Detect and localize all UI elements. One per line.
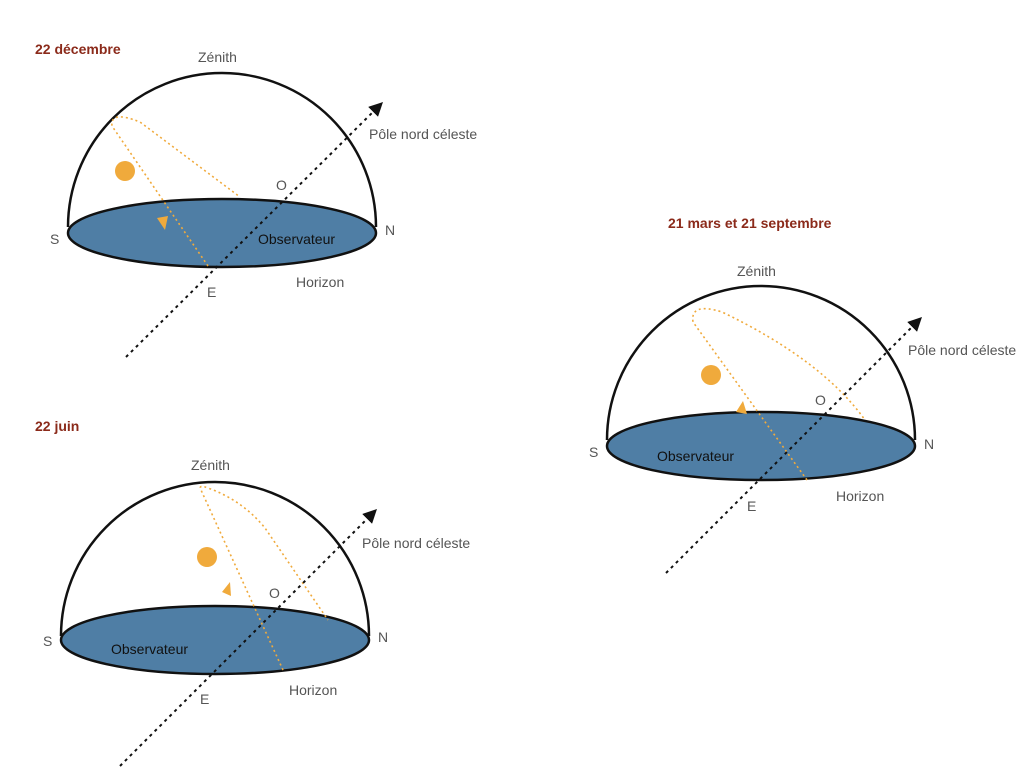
sky-dome bbox=[605, 284, 917, 441]
observer-label: Observateur bbox=[111, 641, 188, 657]
pole-label: Pôle nord céleste bbox=[908, 342, 1016, 358]
sun bbox=[115, 161, 135, 181]
west-label: O bbox=[276, 177, 287, 193]
pole-label: Pôle nord céleste bbox=[362, 535, 470, 551]
sun-path bbox=[691, 307, 866, 481]
observer-label: Observateur bbox=[657, 448, 734, 464]
east-label: E bbox=[207, 284, 216, 300]
horizon-label: Horizon bbox=[296, 274, 344, 290]
south-label: S bbox=[589, 444, 598, 460]
zenith-label: Zénith bbox=[191, 457, 230, 473]
panel-title-june: 22 juin bbox=[35, 418, 79, 434]
sun-path bbox=[199, 485, 329, 671]
horizon-label: Horizon bbox=[836, 488, 884, 504]
panel-title-december: 22 décembre bbox=[35, 41, 121, 57]
sun bbox=[701, 365, 721, 385]
sun-path bbox=[111, 116, 241, 267]
panel-december: 22 décembre Zénith Pôle nord céleste S N… bbox=[35, 41, 477, 358]
sun-direction-arrow bbox=[736, 401, 747, 414]
pole-label: Pôle nord céleste bbox=[369, 126, 477, 142]
sky-dome bbox=[66, 71, 378, 228]
west-label: O bbox=[815, 392, 826, 408]
sky-dome bbox=[59, 480, 371, 637]
east-label: E bbox=[200, 691, 209, 707]
zenith-label: Zénith bbox=[737, 263, 776, 279]
sun-direction-arrow bbox=[157, 216, 168, 230]
panel-june: 22 juin Zénith Pôle nord céleste S N O E… bbox=[35, 418, 470, 767]
east-label: E bbox=[747, 498, 756, 514]
south-label: S bbox=[43, 633, 52, 649]
horizon-label: Horizon bbox=[289, 682, 337, 698]
horizon-plane bbox=[59, 604, 371, 676]
panel-title-equinox: 21 mars et 21 septembre bbox=[668, 215, 832, 231]
observer-label: Observateur bbox=[258, 231, 335, 247]
zenith-label: Zénith bbox=[198, 49, 237, 65]
sun-direction-arrow bbox=[222, 582, 231, 596]
west-label: O bbox=[269, 585, 280, 601]
horizon-plane bbox=[66, 197, 378, 269]
south-label: S bbox=[50, 231, 59, 247]
sun bbox=[197, 547, 217, 567]
horizon-plane bbox=[605, 410, 917, 482]
north-label: N bbox=[378, 629, 388, 645]
panel-equinox: 21 mars et 21 septembre Zénith Pôle nord… bbox=[589, 215, 1016, 574]
north-label: N bbox=[385, 222, 395, 238]
north-label: N bbox=[924, 436, 934, 452]
